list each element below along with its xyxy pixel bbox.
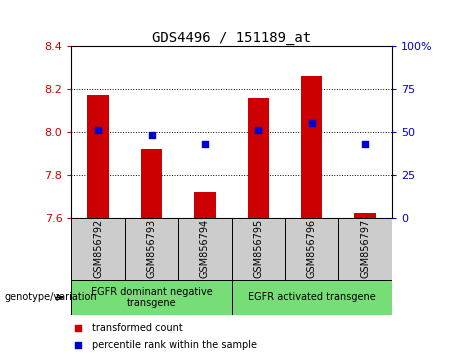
Point: [74, 342, 82, 348]
Bar: [248, 98, 269, 218]
Bar: [301, 76, 322, 218]
Text: GSM856796: GSM856796: [307, 219, 317, 278]
Text: transformed count: transformed count: [92, 323, 183, 333]
Text: GSM856792: GSM856792: [93, 219, 103, 278]
Bar: [141, 149, 162, 218]
Bar: [231, 280, 392, 315]
Bar: [71, 218, 125, 280]
Text: genotype/variation: genotype/variation: [5, 292, 97, 302]
Text: GSM856795: GSM856795: [254, 219, 263, 278]
Text: EGFR dominant negative
transgene: EGFR dominant negative transgene: [91, 286, 213, 308]
Bar: [285, 218, 338, 280]
Bar: [125, 218, 178, 280]
Text: EGFR activated transgene: EGFR activated transgene: [248, 292, 376, 302]
Point: [361, 141, 369, 147]
Text: GSM856797: GSM856797: [360, 219, 370, 278]
Point: [201, 141, 209, 147]
Bar: [231, 218, 285, 280]
Point: [254, 127, 262, 133]
Point: [74, 325, 82, 331]
Point: [308, 120, 315, 126]
Bar: [338, 218, 392, 280]
Point: [95, 127, 102, 133]
Bar: [178, 218, 231, 280]
Bar: [71, 280, 231, 315]
Text: GSM856794: GSM856794: [200, 219, 210, 278]
Bar: [355, 213, 376, 218]
Point: [148, 132, 155, 138]
Bar: [88, 95, 109, 218]
Bar: [194, 192, 216, 218]
Text: GSM856793: GSM856793: [147, 219, 157, 278]
Title: GDS4496 / 151189_at: GDS4496 / 151189_at: [152, 31, 311, 45]
Text: percentile rank within the sample: percentile rank within the sample: [92, 340, 257, 350]
